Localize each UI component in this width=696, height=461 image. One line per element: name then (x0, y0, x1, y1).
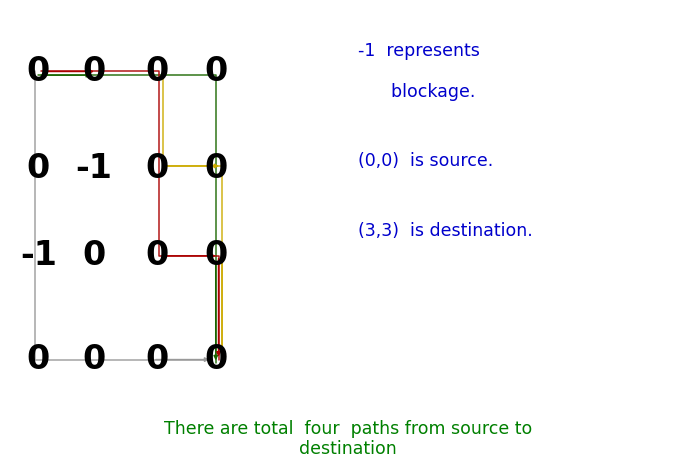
Text: 0: 0 (82, 239, 106, 272)
Text: 0: 0 (82, 55, 106, 88)
Text: 0: 0 (145, 152, 168, 185)
Text: -1: -1 (20, 239, 56, 272)
Text: 0: 0 (204, 343, 228, 376)
Text: 0: 0 (204, 55, 228, 88)
Text: 0: 0 (26, 343, 50, 376)
Text: 0: 0 (26, 152, 50, 185)
Text: -1: -1 (76, 152, 112, 185)
Text: -1  represents: -1 represents (358, 41, 480, 60)
Text: 0: 0 (204, 239, 228, 272)
Text: (0,0)  is source.: (0,0) is source. (358, 152, 493, 171)
Text: 0: 0 (26, 55, 50, 88)
Text: There are total  four  paths from source to: There are total four paths from source t… (164, 420, 532, 438)
Text: 0: 0 (145, 343, 168, 376)
Text: 0: 0 (204, 152, 228, 185)
Text: 0: 0 (145, 239, 168, 272)
Text: blockage.: blockage. (358, 83, 476, 101)
Text: 0: 0 (82, 343, 106, 376)
Text: destination: destination (299, 440, 397, 459)
Text: (3,3)  is destination.: (3,3) is destination. (358, 221, 533, 240)
Text: 0: 0 (145, 55, 168, 88)
